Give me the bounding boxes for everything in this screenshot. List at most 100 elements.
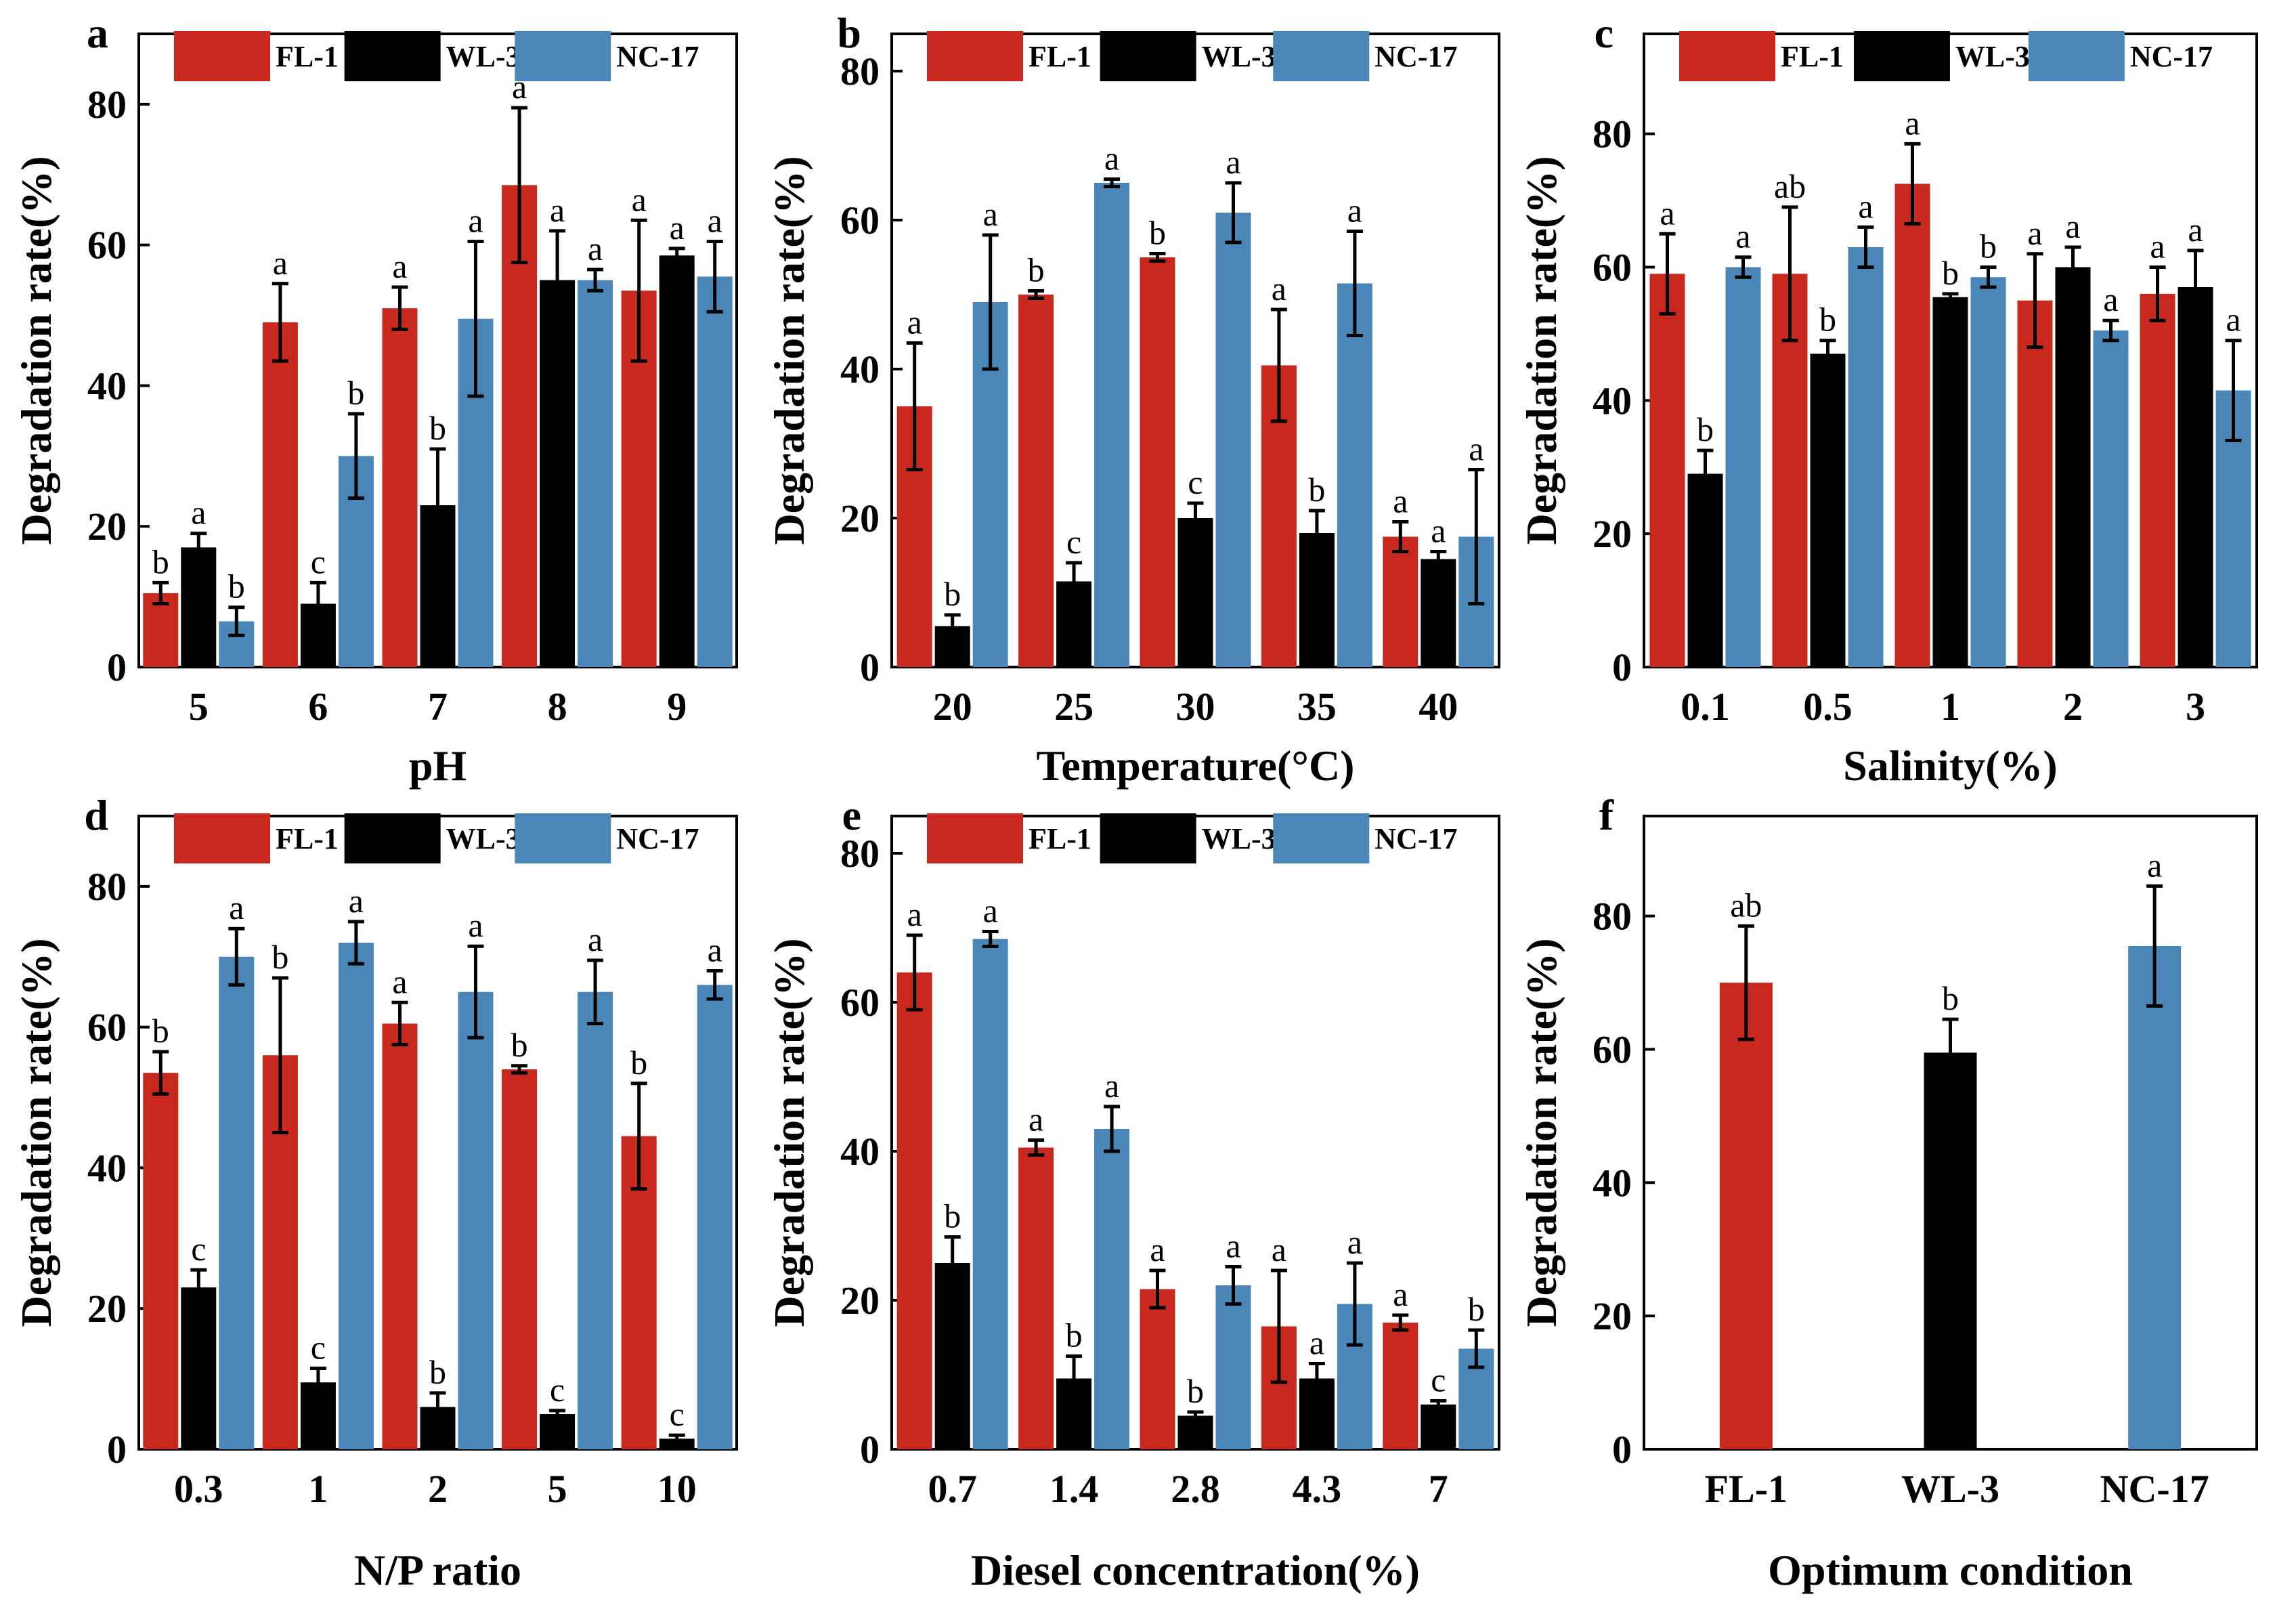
bar-WL-3 bbox=[1932, 297, 1968, 667]
significance-label: c bbox=[191, 1230, 206, 1268]
legend-label: NC-17 bbox=[2130, 40, 2213, 73]
y-tick-label: 0 bbox=[860, 1428, 880, 1472]
bar-FL-1 bbox=[382, 308, 418, 668]
legend-label: WL-3 bbox=[1202, 40, 1276, 73]
x-tick-label: 0.5 bbox=[1803, 685, 1853, 729]
y-tick-label: 80 bbox=[87, 83, 127, 127]
significance-label: a bbox=[1226, 143, 1240, 181]
y-tick-label: 80 bbox=[87, 865, 127, 909]
y-tick-label: 40 bbox=[840, 347, 880, 391]
significance-label: a bbox=[2103, 280, 2118, 318]
legend-swatch-FL-1 bbox=[174, 31, 270, 81]
bar-WL-3 bbox=[2178, 287, 2213, 667]
significance-label: b bbox=[1697, 410, 1714, 448]
x-axis-label: Temperature(°C) bbox=[1037, 742, 1355, 790]
x-axis-label: Diesel concentration(%) bbox=[971, 1546, 1420, 1594]
panel-e: e 0 20 40 60 80 Degradation rate(%) Diesel conc… bbox=[765, 791, 1500, 1594]
significance-label: b bbox=[272, 938, 288, 976]
y-axis-label: Degradation rate(%) bbox=[765, 938, 813, 1327]
y-tick-label: 20 bbox=[1593, 512, 1632, 556]
legend-label: NC-17 bbox=[1374, 822, 1457, 855]
significance-label: a bbox=[2188, 211, 2203, 249]
panel-f: f 0 20 40 60 80 Degradation rate(%) Optimum con… bbox=[1517, 791, 2258, 1594]
bar-NC-17 bbox=[1970, 277, 2006, 668]
significance-label: c bbox=[1188, 463, 1203, 501]
significance-label: b bbox=[1187, 1372, 1204, 1410]
significance-label: a bbox=[1104, 1067, 1119, 1105]
y-tick-label: 40 bbox=[1593, 1161, 1632, 1205]
legend-label: WL-3 bbox=[446, 40, 521, 73]
bar-WL-3 bbox=[659, 255, 695, 667]
y-tick-label: 40 bbox=[1593, 379, 1632, 423]
bar-WL-3 bbox=[181, 1287, 217, 1449]
significance-label: a bbox=[1347, 192, 1362, 230]
legend-label: FL-1 bbox=[276, 822, 339, 855]
bar-NC-17 bbox=[578, 991, 613, 1449]
y-tick-label: 80 bbox=[1593, 112, 1632, 156]
y-axis-label: Degradation rate(%) bbox=[1517, 156, 1565, 544]
significance-label: a bbox=[907, 895, 922, 933]
x-tick-label: 1 bbox=[308, 1467, 328, 1511]
significance-label: a bbox=[907, 303, 922, 341]
y-tick-label: 0 bbox=[860, 645, 880, 689]
legend-swatch-NC-17 bbox=[515, 31, 611, 81]
significance-label: b bbox=[347, 374, 364, 412]
significance-label: a bbox=[2027, 214, 2042, 252]
bar-FL-1 bbox=[1018, 295, 1054, 667]
x-tick-label: 6 bbox=[308, 685, 328, 729]
y-tick-label: 0 bbox=[1612, 645, 1632, 689]
significance-label: b bbox=[429, 409, 446, 447]
x-tick-label: 20 bbox=[933, 685, 972, 729]
bar-NC-17 bbox=[697, 985, 733, 1449]
x-tick-label: 0.1 bbox=[1681, 685, 1730, 729]
significance-label: b bbox=[1819, 301, 1836, 339]
significance-label: a bbox=[708, 931, 722, 969]
significance-label: a bbox=[392, 962, 407, 1000]
legend-swatch-NC-17 bbox=[1273, 813, 1370, 863]
significance-label: b bbox=[1066, 1317, 1083, 1354]
significance-label: c bbox=[670, 1395, 685, 1433]
legend-swatch-FL-1 bbox=[927, 31, 1023, 81]
legend-swatch-FL-1 bbox=[1679, 31, 1775, 81]
y-tick-label: 60 bbox=[840, 981, 880, 1025]
y-tick-label: 40 bbox=[87, 364, 127, 408]
significance-label: a bbox=[392, 247, 407, 285]
bar-WL-3 bbox=[1177, 1415, 1213, 1449]
x-tick-label: 5 bbox=[189, 685, 209, 729]
significance-label: a bbox=[550, 191, 565, 229]
significance-label: ab bbox=[1774, 167, 1806, 205]
panel-letter: d bbox=[84, 791, 108, 839]
bar-WL-3 bbox=[1687, 473, 1723, 667]
x-tick-label: 5 bbox=[548, 1467, 567, 1511]
significance-label: b bbox=[944, 1197, 961, 1235]
significance-label: a bbox=[273, 244, 288, 282]
bar-FL-1 bbox=[1140, 1289, 1175, 1449]
significance-label: b bbox=[511, 1026, 528, 1064]
bar-NC-17 bbox=[1094, 1129, 1130, 1449]
bar-FL-1 bbox=[502, 185, 538, 668]
x-axis-label: Optimum condition bbox=[1768, 1546, 2133, 1594]
y-tick-label: 0 bbox=[107, 645, 127, 689]
bar-FL-1 bbox=[1894, 184, 1930, 667]
panel-c: c 0 20 40 60 80 Degradation rate(%) Salinity(%)… bbox=[1517, 9, 2258, 790]
significance-label: a bbox=[1272, 1230, 1286, 1268]
y-tick-label: 20 bbox=[840, 1279, 880, 1323]
significance-label: a bbox=[983, 195, 998, 233]
significance-label: a bbox=[1905, 104, 1920, 142]
bar-NC-17 bbox=[338, 943, 374, 1449]
significance-label: a bbox=[2150, 227, 2165, 265]
bar-FL-1 bbox=[1649, 274, 1685, 667]
significance-label: a bbox=[1226, 1227, 1240, 1265]
significance-label: b bbox=[429, 1353, 446, 1391]
legend-label: FL-1 bbox=[1781, 40, 1844, 73]
bar-WL-3 bbox=[934, 1263, 970, 1449]
x-tick-label: 9 bbox=[667, 685, 687, 729]
bar-NC-17 bbox=[1337, 283, 1372, 667]
significance-label: b bbox=[152, 1012, 169, 1050]
y-tick-label: 80 bbox=[840, 832, 880, 876]
legend-label: FL-1 bbox=[276, 40, 339, 73]
y-tick-label: 20 bbox=[840, 496, 880, 540]
bar-FL-1 bbox=[1383, 1323, 1418, 1449]
x-tick-label: 1.4 bbox=[1049, 1467, 1099, 1511]
